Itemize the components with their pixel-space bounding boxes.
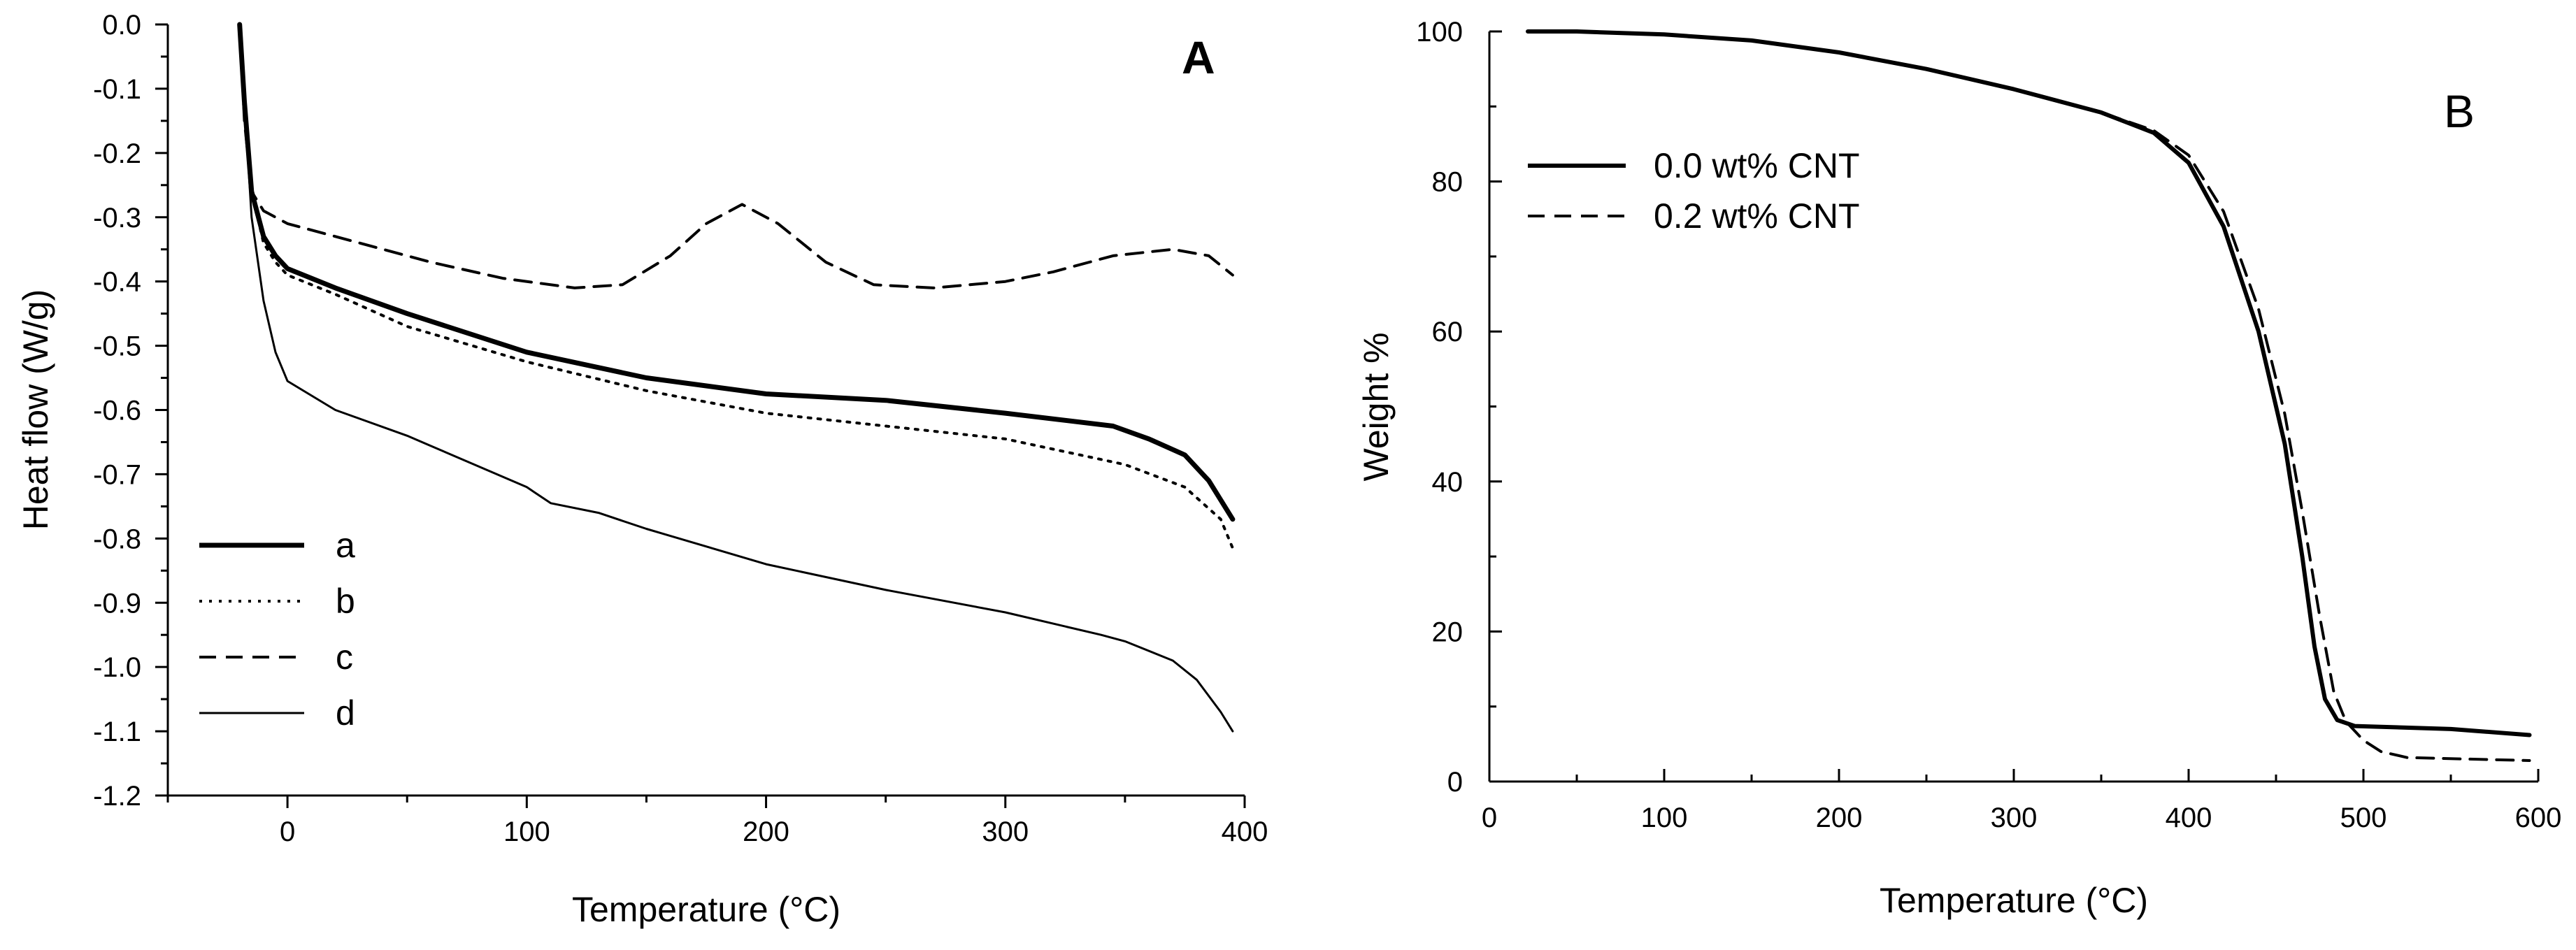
y-tick-label: -0.1 (93, 74, 141, 105)
panel-b-weight-chart: 0 100 200 300 400 500 600 0 20 40 60 80 100 0.0 wt% C… (1357, 17, 2561, 920)
y-tick-label: -0.5 (93, 331, 141, 362)
y-tick-label: -0.4 (93, 267, 141, 298)
x-tick-label: 300 (1991, 803, 2038, 833)
y-tick-label: 60 (1432, 317, 1464, 347)
y-tick-label: -0.2 (93, 138, 141, 169)
x-tick-label: 400 (1222, 816, 1268, 847)
y-tick-label: 0 (1447, 767, 1463, 798)
y-tick-label: -0.6 (93, 396, 141, 426)
y-tick-label: -0.8 (93, 524, 141, 554)
x-tick-label: 300 (982, 816, 1029, 847)
x-tick-label: 0 (280, 816, 295, 847)
series-line-0-2-wt-cnt (1526, 30, 2531, 762)
panel-letter: A (1182, 31, 1215, 83)
legend: 0.0 wt% CNT 0.2 wt% CNT (1528, 146, 1860, 236)
y-tick-label: -0.7 (93, 459, 141, 490)
y-tick-label: 20 (1432, 617, 1464, 647)
series-line-c (238, 23, 1234, 289)
y-tick-label: 100 (1416, 17, 1463, 48)
legend-label: b (336, 582, 355, 621)
legend-label: a (336, 526, 355, 565)
panel-letter: B (2444, 85, 2475, 137)
y-tick-label: 40 (1432, 467, 1464, 498)
legend-label: 0.0 wt% CNT (1654, 146, 1860, 185)
y-tick-label: -1.1 (93, 717, 141, 747)
y-tick-label: -1.2 (93, 781, 141, 812)
x-tick-label: 200 (743, 816, 789, 847)
x-axis-title: Temperature (°C) (572, 890, 840, 929)
x-tick-label: 100 (503, 816, 550, 847)
x-tick-label: 100 (1641, 803, 1688, 833)
y-tick-label: -0.9 (93, 588, 141, 619)
y-axis-title: Weight % (1357, 332, 1396, 481)
legend-label: c (336, 638, 353, 677)
y-tick-label: -1.0 (93, 652, 141, 683)
x-tick-label: 200 (1816, 803, 1863, 833)
x-tick-label: 400 (2166, 803, 2212, 833)
legend-label: 0.2 wt% CNT (1654, 196, 1860, 236)
y-tick-label: 0.0 (102, 10, 141, 41)
panel-a-heat-flow-chart: 0 100 200 300 400 0.0 -0.1 -0.2 -0.3 -0.4 -0.5 -0.6… (16, 10, 1268, 929)
x-tick-label: 600 (2515, 803, 2562, 833)
y-axis-title: Heat flow (W/g) (16, 289, 55, 531)
y-tick-label: -0.3 (93, 203, 141, 233)
x-tick-label: 500 (2340, 803, 2387, 833)
y-tick-label: 80 (1432, 167, 1464, 198)
series-line-d (238, 23, 1234, 733)
legend-label: d (336, 693, 355, 733)
x-axis-title: Temperature (°C) (1880, 881, 2148, 920)
series-line-b (238, 23, 1234, 550)
x-tick-label: 0 (1482, 803, 1497, 833)
